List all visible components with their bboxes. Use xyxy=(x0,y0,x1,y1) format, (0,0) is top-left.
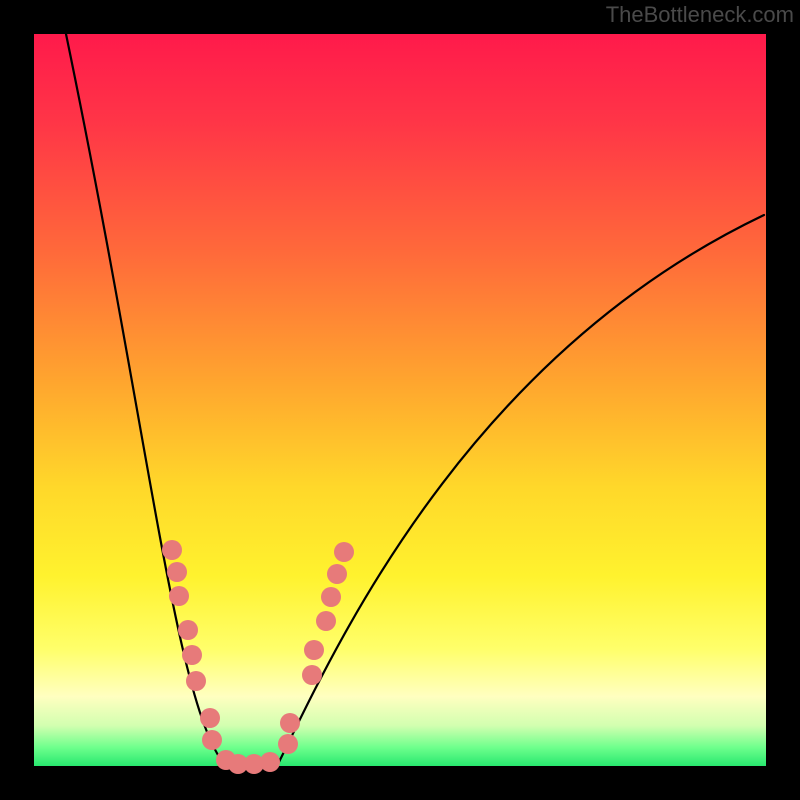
data-bead xyxy=(178,620,198,640)
data-bead xyxy=(260,752,280,772)
data-bead xyxy=(169,586,189,606)
data-bead xyxy=(278,734,298,754)
data-bead xyxy=(162,540,182,560)
data-bead xyxy=(304,640,324,660)
data-bead xyxy=(280,713,300,733)
data-bead xyxy=(327,564,347,584)
data-bead xyxy=(316,611,336,631)
data-bead xyxy=(200,708,220,728)
data-bead xyxy=(302,665,322,685)
plot-background xyxy=(34,34,766,766)
data-bead xyxy=(334,542,354,562)
data-bead xyxy=(182,645,202,665)
chart-container: TheBottleneck.com xyxy=(0,0,800,800)
data-bead xyxy=(167,562,187,582)
data-bead xyxy=(202,730,222,750)
watermark-text: TheBottleneck.com xyxy=(606,2,794,28)
chart-svg xyxy=(0,0,800,800)
data-bead xyxy=(321,587,341,607)
data-bead xyxy=(186,671,206,691)
